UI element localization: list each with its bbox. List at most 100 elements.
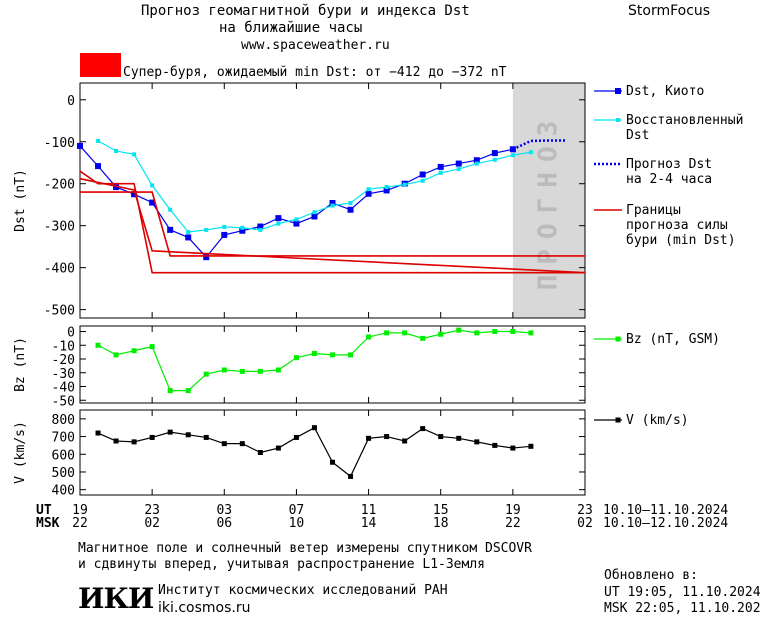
legend-forecast-line1: Прогноз Dst <box>626 157 713 172</box>
dst-kyoto-point <box>257 223 264 230</box>
v-point <box>510 445 516 451</box>
dst-panel: ПРОГНОЗ 0 -100 -200 -300 -400 -500 Dst (nT) <box>13 82 586 319</box>
dst-restored-point <box>492 157 497 162</box>
msk-date-range: 10.10–12.10.2024 <box>603 516 729 531</box>
bz-point <box>438 331 444 337</box>
legend-bounds-line3: бури (min Dst) <box>626 233 736 248</box>
msk-tick-label: 02 <box>144 516 160 531</box>
iki-logo: ИКИ <box>78 582 154 615</box>
v-point <box>203 434 209 440</box>
dst-forecast-line <box>512 139 567 151</box>
forecast-zone <box>512 83 585 318</box>
v-ytick-label: 800 <box>52 413 75 428</box>
dst-restored-point <box>168 207 173 212</box>
v-point <box>456 435 462 441</box>
legend-bz: Bz (nT, GSM) <box>626 332 720 347</box>
dst-restored-point <box>222 224 227 229</box>
v-point <box>402 438 408 444</box>
storm-bound-3-line <box>80 191 585 257</box>
v-point <box>311 425 317 431</box>
v-point <box>420 426 426 432</box>
bz-ytick-label: 0 <box>67 326 75 341</box>
v-point <box>330 459 335 465</box>
bz-point <box>348 352 354 358</box>
bz-point <box>257 368 263 374</box>
v-point <box>492 442 498 448</box>
dst-kyoto-point <box>383 187 390 194</box>
legend-bounds-line2: прогноза силы <box>626 218 728 233</box>
dst-restored-point <box>420 178 425 183</box>
dst-restored-point <box>150 183 155 188</box>
dst-y-axis-label: Dst (nT) <box>13 169 28 232</box>
dst-restored-point <box>438 170 443 175</box>
bz-point <box>402 330 408 336</box>
dst-kyoto-point <box>239 227 246 234</box>
dst-restored-point <box>366 187 371 192</box>
bz-point <box>293 355 299 361</box>
updated-msk: MSK 22:05, 11.10.2024 <box>604 601 760 616</box>
bz-point <box>167 388 173 394</box>
title-line2: на ближайшие часы <box>219 20 363 36</box>
v-point <box>366 435 372 441</box>
dst-restored-point <box>528 150 533 155</box>
v-point <box>95 430 101 436</box>
legend-restored-line1: Восстановленный <box>626 113 744 128</box>
dst-kyoto-point <box>293 220 300 227</box>
dst-kyoto-point <box>203 254 210 261</box>
v-point <box>257 450 263 455</box>
storm-bound-5-line <box>79 177 586 274</box>
dst-ytick-label: -500 <box>44 304 75 319</box>
v-ytick-label: 600 <box>52 448 75 463</box>
dst-restored-point <box>330 203 335 208</box>
dst-ytick-label: 0 <box>67 94 75 109</box>
dst-kyoto-point <box>329 200 336 207</box>
dst-kyoto-point <box>455 160 462 167</box>
bz-point <box>239 368 245 374</box>
dst-kyoto-point <box>185 234 192 241</box>
legend-restored-line2: Dst <box>626 128 650 143</box>
dst-restored-point <box>456 167 461 172</box>
dst-restored-point <box>132 152 137 157</box>
institute-url[interactable]: iki.cosmos.ru <box>158 600 251 616</box>
ut-tick-label: 19 <box>505 503 521 518</box>
dst-restored-point <box>348 201 353 206</box>
bz-point <box>456 327 462 333</box>
bz-ytick-label: -50 <box>52 394 75 409</box>
storm-bound-4-line <box>79 170 585 274</box>
bz-point <box>330 352 335 358</box>
msk-tick-label: 06 <box>216 516 232 531</box>
dst-kyoto-point <box>419 171 426 178</box>
ut-tick-label: 11 <box>361 503 377 518</box>
v-point <box>474 439 480 445</box>
alert-text: Супер-буря, ожидаемый min Dst: от −412 д… <box>123 65 507 80</box>
dst-restored-point <box>240 225 245 230</box>
legend-v: V (km/s) <box>626 413 689 428</box>
dst-kyoto-point <box>473 157 480 164</box>
ut-tick-label: 23 <box>144 503 160 518</box>
msk-tick-label: 22 <box>505 516 521 531</box>
dst-restored-point <box>258 227 263 232</box>
dst-kyoto-point <box>149 199 156 206</box>
bz-point <box>275 367 281 373</box>
dst-kyoto-point <box>347 206 354 213</box>
v-ytick-label: 400 <box>52 484 75 499</box>
msk-tick-label: 14 <box>361 516 377 531</box>
v-point <box>384 434 390 440</box>
bz-ytick-label: -20 <box>52 353 75 368</box>
dst-kyoto-point <box>113 184 120 191</box>
bz-point <box>221 367 227 373</box>
bz-frame <box>79 325 586 404</box>
ut-tick-label: 07 <box>289 503 305 518</box>
v-ytick-label: 700 <box>52 431 75 446</box>
bz-point <box>492 329 498 334</box>
v-frame <box>79 409 586 496</box>
v-point <box>149 434 155 440</box>
dst-restored-point <box>96 138 101 143</box>
legend-dst-kyoto: Dst, Киото <box>626 84 705 99</box>
brand-name: StormFocus <box>628 3 711 19</box>
v-point <box>528 443 534 449</box>
legend-forecast-line2: на 2-4 часа <box>626 172 713 187</box>
dst-ytick-label: -200 <box>44 178 75 193</box>
dst-kyoto-point <box>365 190 372 197</box>
v-point <box>185 432 191 438</box>
